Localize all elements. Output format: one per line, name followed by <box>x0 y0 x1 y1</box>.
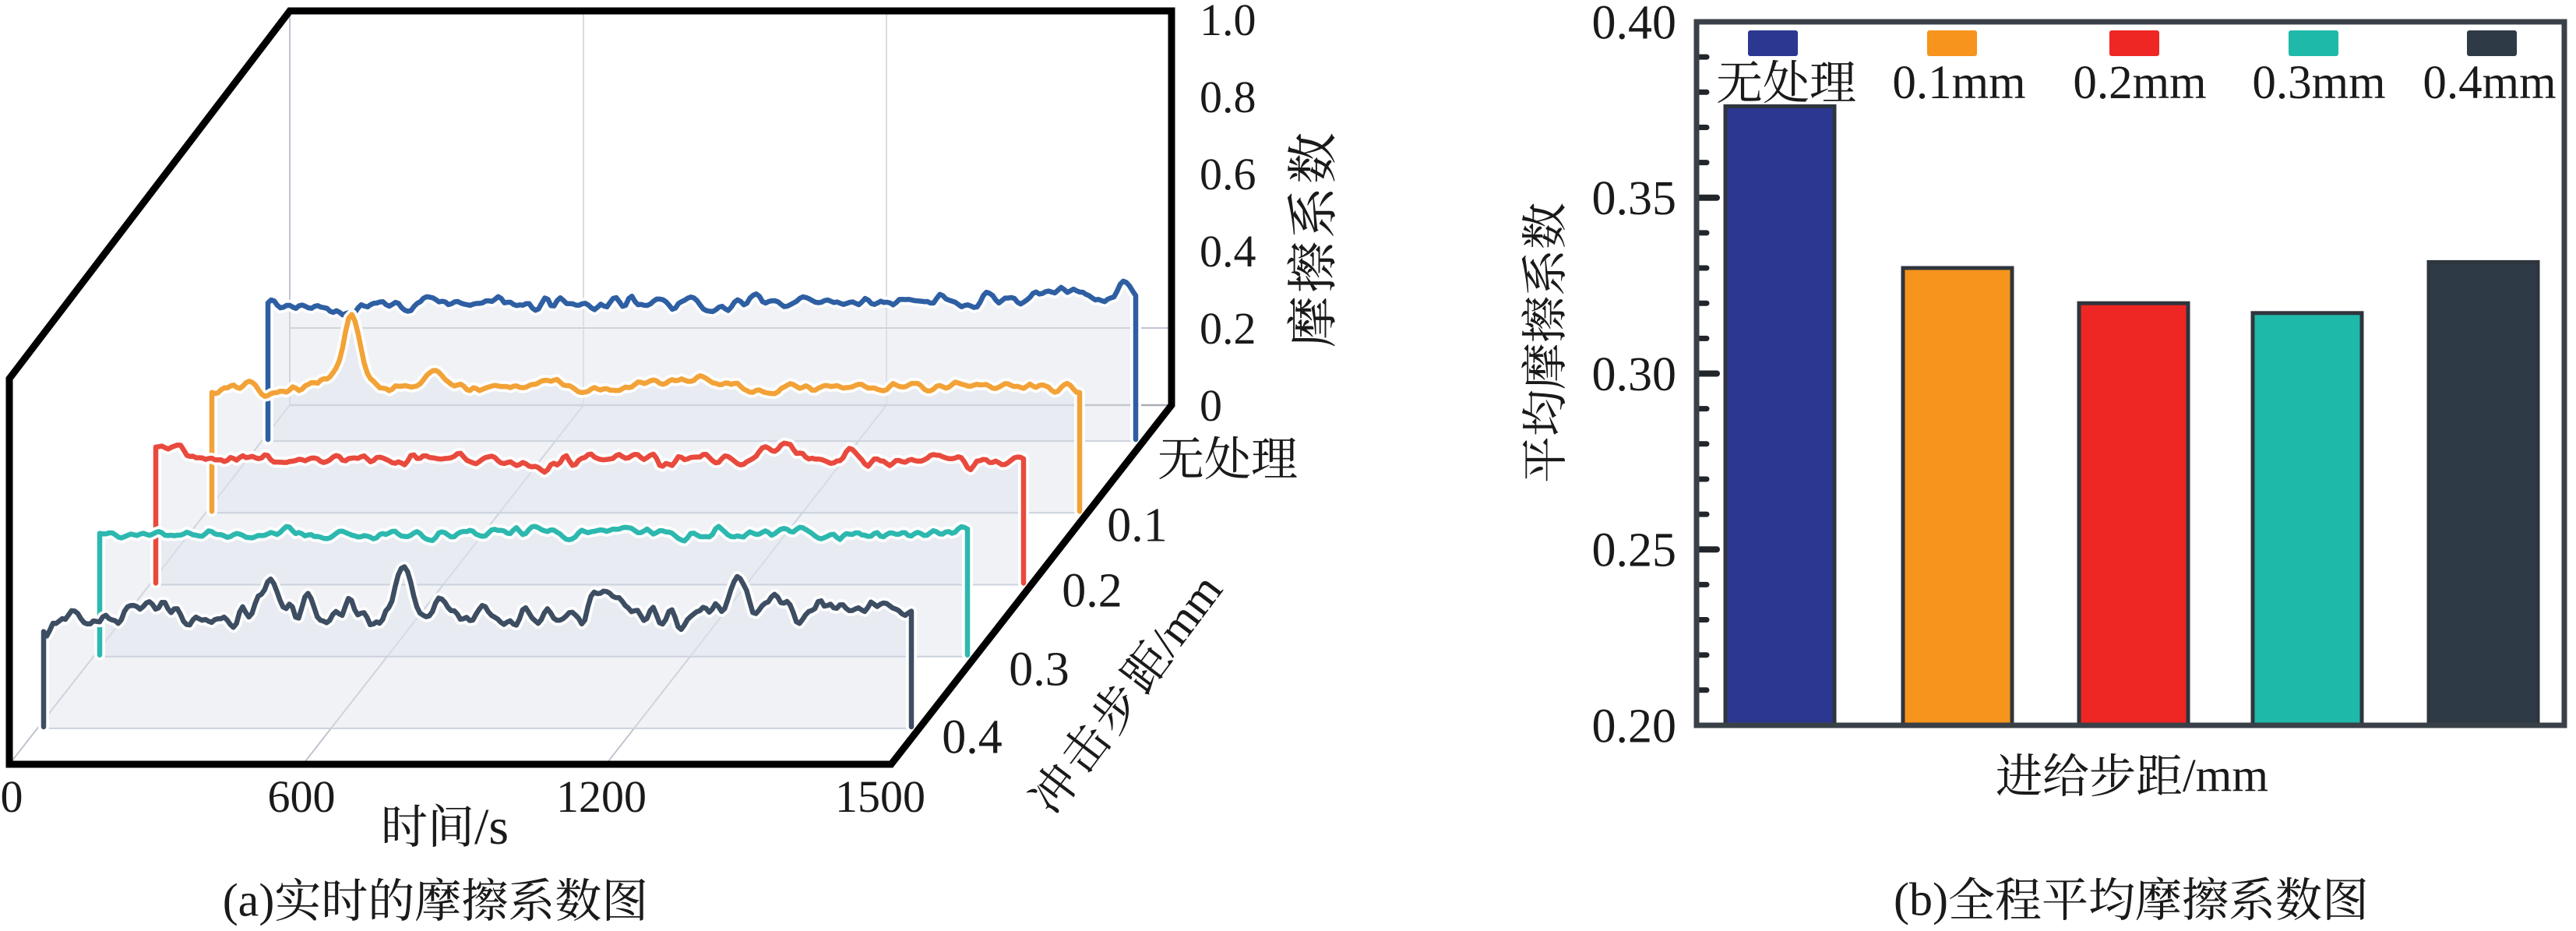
svg-text:(b): (b) <box>1894 874 1948 926</box>
svg-text:0.40: 0.40 <box>1592 0 1677 49</box>
svg-text:0.1mm: 0.1mm <box>1892 57 2025 109</box>
svg-text:0.4: 0.4 <box>1200 226 1256 277</box>
svg-text:600: 600 <box>268 771 336 822</box>
svg-text:0.3mm: 0.3mm <box>2252 57 2385 109</box>
svg-text:0.1: 0.1 <box>1107 499 1168 552</box>
svg-text:0: 0 <box>1 771 23 822</box>
svg-text:0.2: 0.2 <box>1200 303 1256 354</box>
svg-text:0: 0 <box>1200 380 1222 431</box>
svg-text:0.4: 0.4 <box>942 711 1003 763</box>
svg-text:0.30: 0.30 <box>1592 348 1677 401</box>
svg-text:0.2: 0.2 <box>1062 564 1122 617</box>
svg-text:0.25: 0.25 <box>1592 524 1677 577</box>
svg-text:1200: 1200 <box>556 771 647 822</box>
svg-text:/mm: /mm <box>2183 750 2268 802</box>
svg-text:0.8: 0.8 <box>1200 72 1256 122</box>
svg-text:0.6: 0.6 <box>1200 149 1256 199</box>
svg-text:0.2mm: 0.2mm <box>2073 57 2206 109</box>
svg-text:1500: 1500 <box>835 771 925 822</box>
svg-text:(a): (a) <box>223 875 275 926</box>
svg-text:0.35: 0.35 <box>1592 172 1677 225</box>
svg-text:0.4mm: 0.4mm <box>2423 57 2556 109</box>
svg-text:1.0: 1.0 <box>1200 0 1256 45</box>
svg-text:0.20: 0.20 <box>1592 700 1677 753</box>
svg-text:0.3: 0.3 <box>1009 643 1070 696</box>
svg-text:/s: /s <box>474 799 509 855</box>
